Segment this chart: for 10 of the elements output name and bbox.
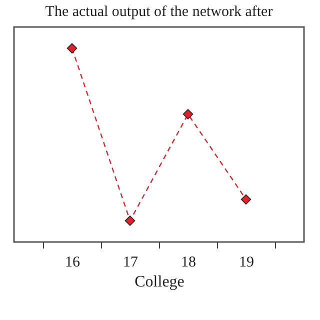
x-tick-label: 17 bbox=[123, 254, 138, 270]
x-axis-title: College bbox=[134, 274, 184, 290]
x-tick-label: 18 bbox=[181, 254, 196, 270]
point bbox=[182, 109, 194, 120]
x-tick-label: 19 bbox=[239, 254, 254, 270]
x-tick-label: 16 bbox=[65, 254, 80, 270]
point bbox=[240, 194, 252, 205]
point bbox=[124, 216, 136, 226]
point bbox=[66, 43, 78, 54]
chart-title: The actual output of the network after bbox=[45, 4, 273, 20]
